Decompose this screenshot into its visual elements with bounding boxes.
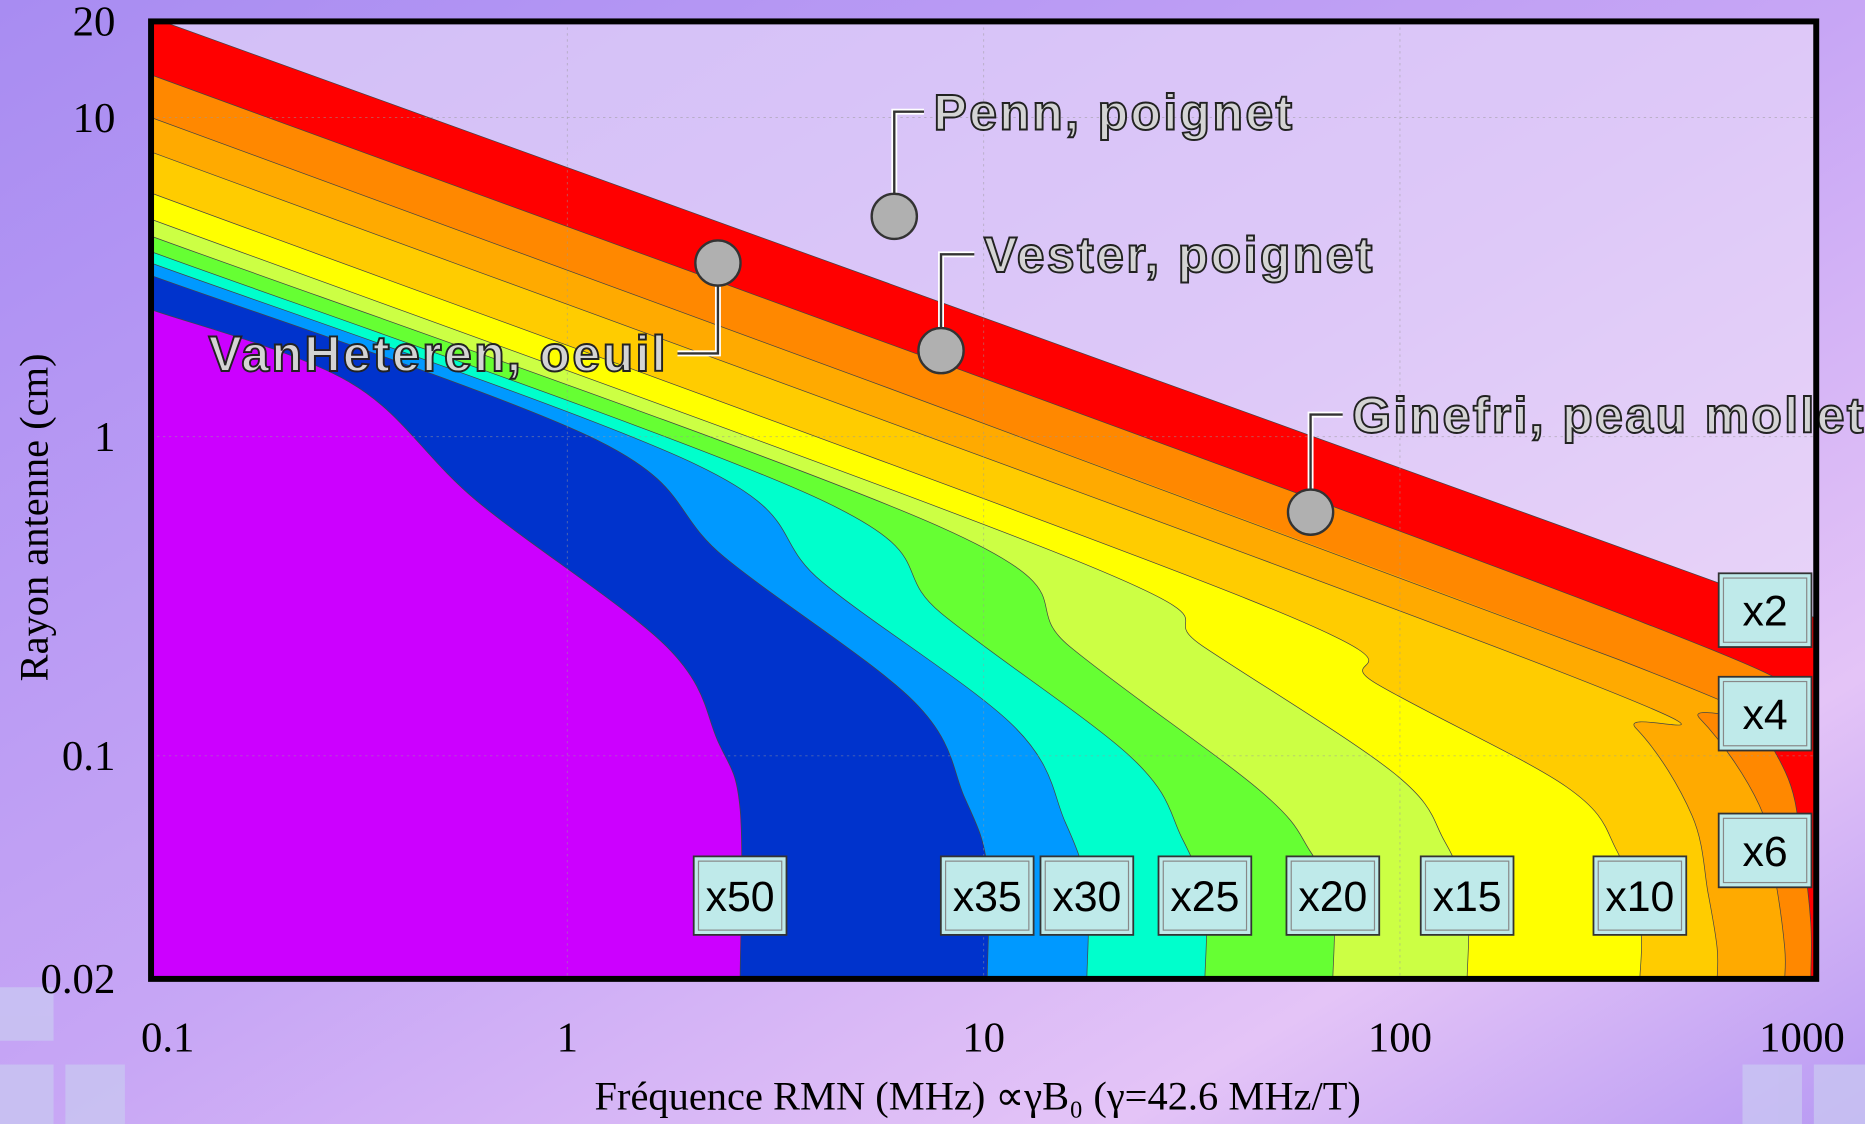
annotation-label: Penn, poignet: [934, 85, 1295, 141]
contour-label: x2: [1742, 588, 1787, 636]
contour-label: x35: [953, 873, 1022, 921]
contour-label: x50: [706, 873, 775, 921]
contour-label: x6: [1742, 828, 1787, 876]
y-tick-label: 0.02: [40, 956, 115, 1003]
contour-label: x20: [1298, 873, 1367, 921]
y-tick-label: 20: [73, 0, 116, 46]
x-tick-label: 10: [962, 1014, 1005, 1061]
annotation-point: [695, 240, 740, 285]
chart: x2 x4 x6 x10 x15 x20 x25 x30 x35 x50 Penn, poignet…: [0, 0, 1865, 1124]
annotation-point: [872, 194, 917, 239]
x-tick-label: 1: [557, 1014, 578, 1061]
y-axis-label: Rayon antenne (cm): [12, 353, 57, 681]
x-tick-label: 0.1: [141, 1014, 195, 1061]
y-tick-label: 10: [73, 95, 116, 142]
annotation-label: Vester, poignet: [984, 227, 1375, 283]
annotation-point: [1288, 490, 1333, 535]
contour-label: x4: [1742, 691, 1787, 739]
page: x2 x4 x6 x10 x15 x20 x25 x30 x35 x50 Penn, poignet…: [0, 0, 1865, 1124]
annotation-label: Ginefri, peau mollet: [1352, 387, 1865, 443]
y-tick-label: 0.1: [62, 733, 115, 780]
contour-label: x30: [1052, 873, 1121, 921]
contour-label: x25: [1170, 873, 1239, 921]
annotation-label: VanHeteren, oeuil: [208, 326, 668, 382]
x-tick-label: 1000: [1759, 1014, 1845, 1061]
y-tick-label: 1: [94, 414, 115, 461]
contour-label: x10: [1605, 873, 1674, 921]
contour-label: x15: [1433, 873, 1502, 921]
x-axis-label: Fréquence RMN (MHz) ∝γB₀ (γ=42.6 MHz/T): [595, 1074, 1361, 1119]
annotation-point: [918, 328, 963, 373]
x-tick-label: 100: [1368, 1014, 1432, 1061]
